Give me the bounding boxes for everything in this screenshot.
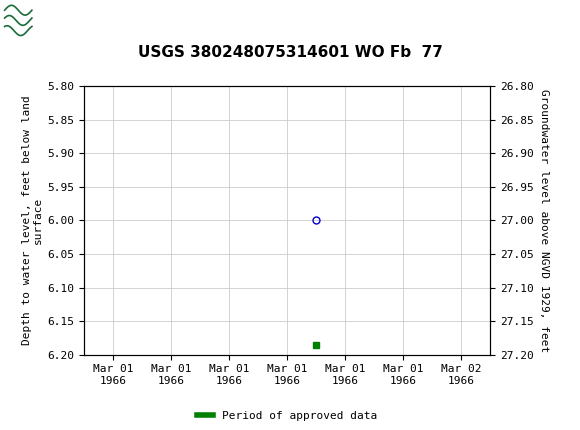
Bar — [3, 2, 70, 39]
Y-axis label: Depth to water level, feet below land
surface: Depth to water level, feet below land su… — [21, 95, 44, 345]
Text: USGS: USGS — [38, 12, 93, 29]
Y-axis label: Groundwater level above NGVD 1929, feet: Groundwater level above NGVD 1929, feet — [539, 89, 549, 352]
Legend: Period of approved data: Period of approved data — [192, 407, 382, 426]
Text: USGS 380248075314601 WO Fb  77: USGS 380248075314601 WO Fb 77 — [137, 45, 443, 60]
